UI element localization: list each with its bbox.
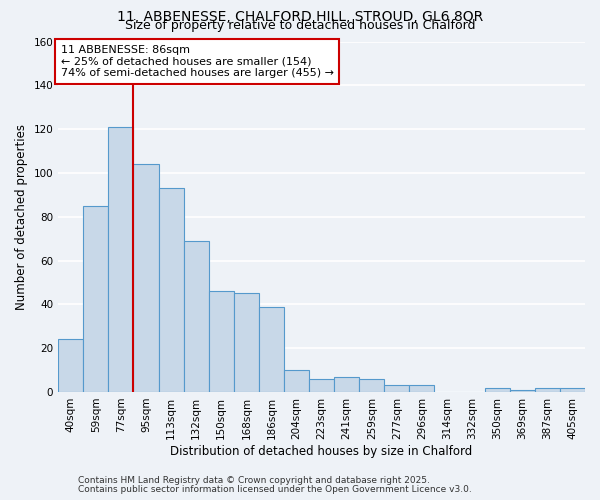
Text: 11, ABBENESSE, CHALFORD HILL, STROUD, GL6 8QR: 11, ABBENESSE, CHALFORD HILL, STROUD, GL… — [117, 10, 483, 24]
Bar — [359, 379, 385, 392]
Bar — [485, 388, 510, 392]
X-axis label: Distribution of detached houses by size in Chalford: Distribution of detached houses by size … — [170, 444, 473, 458]
Bar — [510, 390, 535, 392]
Bar — [209, 291, 234, 392]
Bar — [334, 376, 359, 392]
Text: Contains HM Land Registry data © Crown copyright and database right 2025.: Contains HM Land Registry data © Crown c… — [78, 476, 430, 485]
Bar — [58, 340, 83, 392]
Bar — [158, 188, 184, 392]
Text: Size of property relative to detached houses in Chalford: Size of property relative to detached ho… — [125, 19, 475, 32]
Bar — [385, 386, 409, 392]
Bar — [535, 388, 560, 392]
Bar — [309, 379, 334, 392]
Y-axis label: Number of detached properties: Number of detached properties — [15, 124, 28, 310]
Bar — [234, 294, 259, 392]
Bar — [109, 127, 133, 392]
Bar — [133, 164, 158, 392]
Bar — [83, 206, 109, 392]
Text: 11 ABBENESSE: 86sqm
← 25% of detached houses are smaller (154)
74% of semi-detac: 11 ABBENESSE: 86sqm ← 25% of detached ho… — [61, 45, 334, 78]
Bar — [409, 386, 434, 392]
Bar — [184, 241, 209, 392]
Bar — [560, 388, 585, 392]
Text: Contains public sector information licensed under the Open Government Licence v3: Contains public sector information licen… — [78, 485, 472, 494]
Bar — [284, 370, 309, 392]
Bar — [259, 306, 284, 392]
